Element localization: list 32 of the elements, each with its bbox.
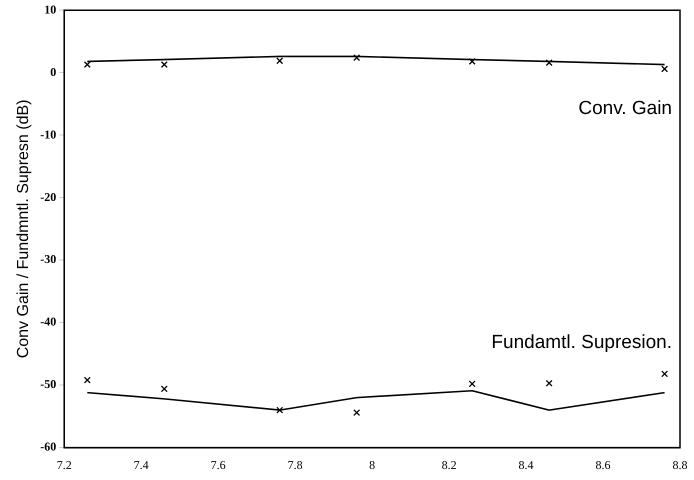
x-tick-label: 8.2 [442, 458, 457, 472]
x-tick-label: 8.6 [596, 458, 611, 472]
series-label: Conv. Gain [578, 98, 672, 119]
x-tick-label: 7.2 [56, 458, 72, 472]
point [160, 385, 168, 392]
point [661, 370, 668, 378]
point [546, 380, 553, 387]
y-tick-label: -40 [40, 314, 56, 329]
y-tick-label: 0 [50, 64, 56, 79]
point [468, 380, 476, 388]
x-tick-label: 8.8 [672, 458, 688, 472]
point [468, 58, 476, 65]
point [276, 57, 284, 64]
y-tick-label: 10 [44, 2, 56, 16]
point [353, 54, 360, 62]
text: Fundamtl. Supresion. [491, 332, 672, 353]
point [353, 409, 360, 416]
y-tick-label: -60 [40, 440, 56, 454]
y-axis-title: Conv Gain / Fundmntl. Supresn (dB) [15, 100, 32, 358]
y-tick-label: -50 [40, 377, 56, 392]
point [546, 59, 553, 66]
x-tick-label: 7.8 [288, 458, 303, 472]
x-tick-label: 8 [369, 458, 376, 472]
x-tick-label: 7.4 [134, 458, 149, 472]
point [276, 406, 284, 414]
y-tick-label: -10 [40, 127, 56, 142]
y-tick-label: -30 [40, 252, 56, 266]
x-tick-label: 7.6 [210, 458, 226, 472]
y-tick-label: -20 [40, 190, 56, 204]
x-tick-label: 8.4 [518, 458, 534, 472]
point [160, 61, 168, 68]
point [84, 376, 91, 384]
